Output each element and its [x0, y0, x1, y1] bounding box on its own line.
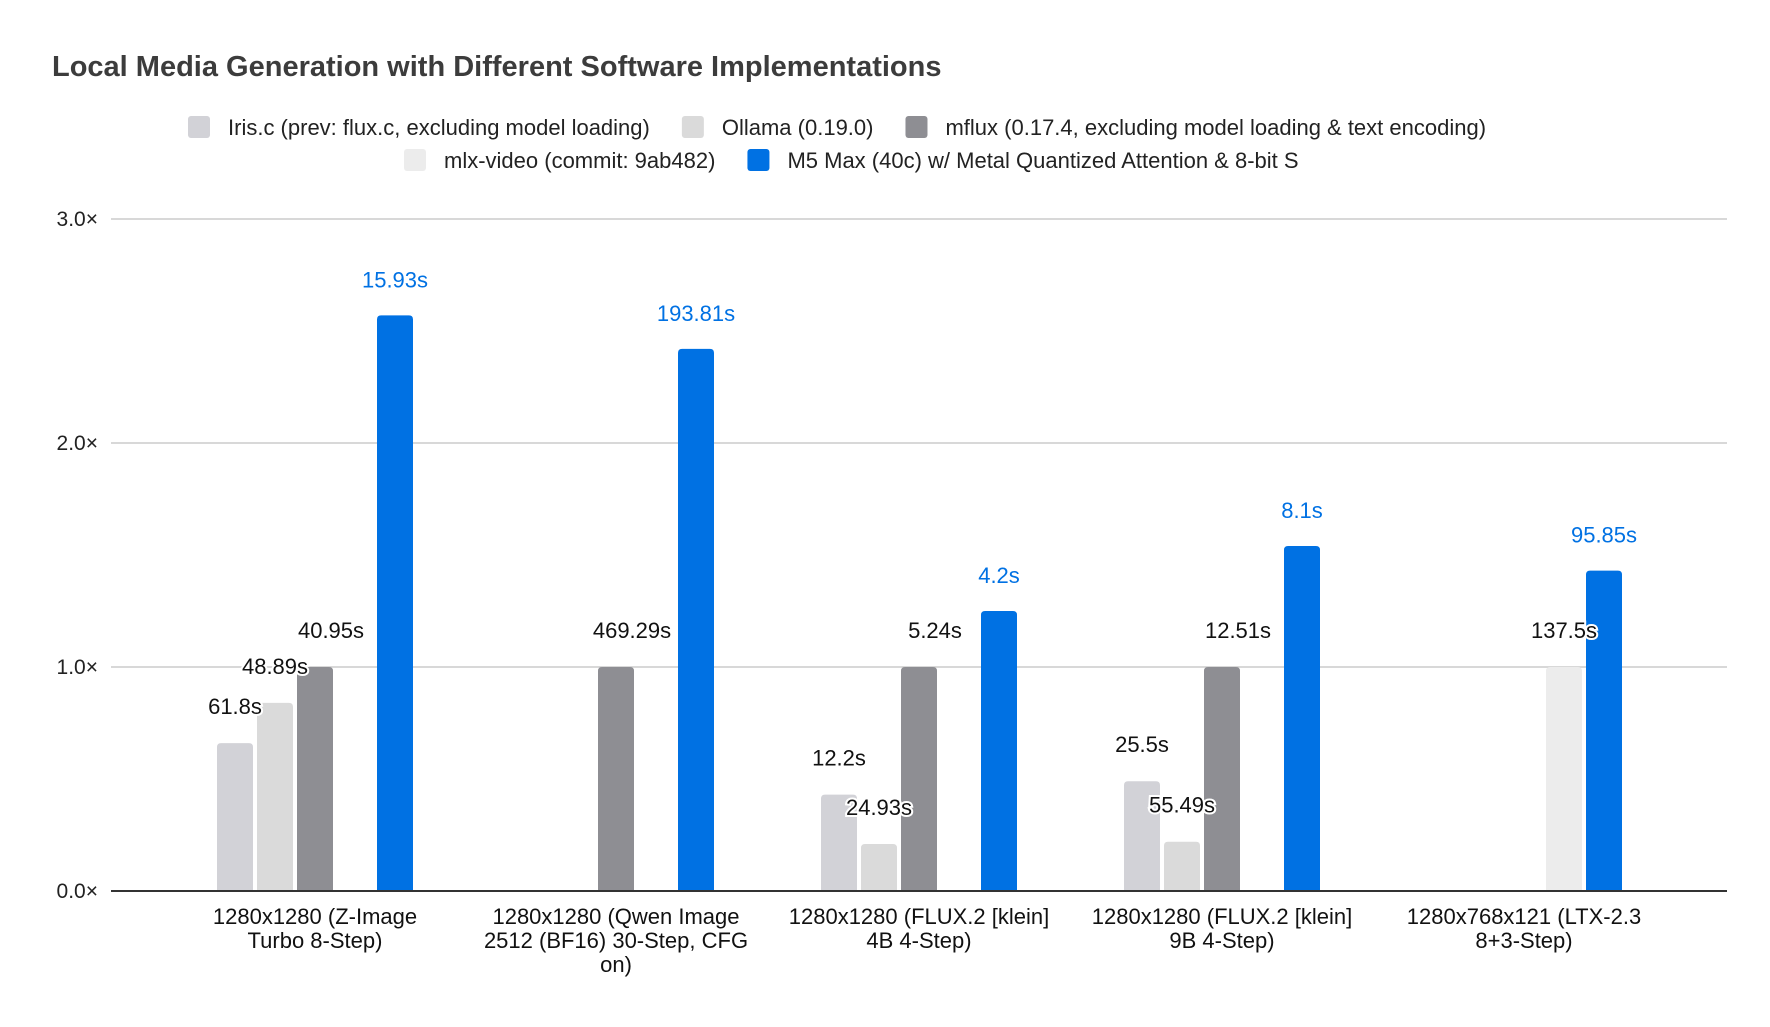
- y-tick-label: 2.0×: [57, 432, 98, 455]
- bar: [1204, 667, 1240, 891]
- legend-label: M5 Max (40c) w/ Metal Quantized Attentio…: [787, 148, 1298, 173]
- legend-swatch: [681, 116, 704, 138]
- y-tick-label: 0.0×: [57, 880, 98, 903]
- x-tick-label: on): [600, 952, 632, 977]
- bar: [981, 611, 1017, 891]
- y-tick-label: 1.0×: [57, 656, 98, 679]
- data-label: 8.1s: [1281, 498, 1323, 523]
- bar: [377, 315, 413, 891]
- data-labels: 61.8s 48.89s 40.95s 15.93s 469.29s 193.81s 12.…: [206, 265, 1639, 822]
- data-label: 15.93s: [362, 267, 428, 292]
- bars: [217, 315, 1622, 891]
- data-label: 25.5s: [1115, 732, 1169, 757]
- legend-swatch: [188, 116, 210, 138]
- bar: [1586, 570, 1622, 891]
- legend-swatch: [404, 149, 426, 171]
- data-label: 40.95s: [298, 618, 364, 643]
- y-tick-label: 3.0×: [57, 208, 98, 231]
- data-label: 95.85s: [1571, 523, 1637, 548]
- x-tick-label: 1280x1280 (Qwen Image: [492, 904, 739, 929]
- legend-label: mflux (0.17.4, excluding model loading &…: [945, 115, 1486, 140]
- x-tick-label: 1280x1280 (FLUX.2 [klein]: [1092, 904, 1353, 929]
- data-label: 469.29s: [593, 618, 671, 643]
- data-label: 12.2s: [812, 746, 866, 771]
- x-tick-label: 2512 (BF16) 30-Step, CFG: [484, 928, 748, 953]
- x-tick-label: 1280x1280 (FLUX.2 [klein]: [789, 904, 1050, 929]
- legend-label: Ollama (0.19.0): [722, 115, 874, 140]
- data-label: 55.49s: [1149, 793, 1215, 818]
- bar: [1546, 667, 1582, 891]
- data-label: 137.5s: [1531, 618, 1597, 643]
- bar: [1124, 781, 1160, 891]
- bar: [257, 702, 293, 891]
- x-tick-label: 9B 4-Step): [1169, 928, 1274, 953]
- legend-label: mlx-video (commit: 9ab482): [444, 148, 715, 173]
- bar: [678, 348, 714, 891]
- legend-swatch: [905, 116, 928, 138]
- legend-label: Iris.c (prev: flux.c, excluding model lo…: [228, 115, 650, 140]
- data-label: 61.8s: [208, 694, 262, 719]
- data-label: 24.93s: [846, 795, 912, 820]
- x-tick-label: Turbo 8-Step): [248, 928, 383, 953]
- bar: [901, 667, 937, 891]
- x-tick-label: 1280x768x121 (LTX-2.3: [1407, 904, 1641, 929]
- x-tick-label: 1280x1280 (Z-Image: [213, 904, 417, 929]
- bar: [861, 843, 897, 891]
- bar: [1164, 841, 1200, 891]
- data-label: 4.2s: [978, 563, 1020, 588]
- bar: [1284, 546, 1320, 891]
- legend: Iris.c (prev: flux.c, excluding model lo…: [188, 115, 1486, 173]
- data-label: 48.89s: [242, 654, 308, 679]
- x-tick-label: 4B 4-Step): [866, 928, 971, 953]
- data-label: 12.51s: [1205, 618, 1271, 643]
- bar: [217, 743, 253, 891]
- chart-title: Local Media Generation with Different So…: [52, 51, 941, 83]
- data-label: 193.81s: [657, 301, 735, 326]
- bar: [297, 667, 333, 891]
- bar: [821, 794, 857, 891]
- x-tick-label: 8+3-Step): [1475, 928, 1572, 953]
- legend-swatch: [747, 149, 770, 171]
- bar: [598, 667, 634, 891]
- data-label: 5.24s: [908, 618, 962, 643]
